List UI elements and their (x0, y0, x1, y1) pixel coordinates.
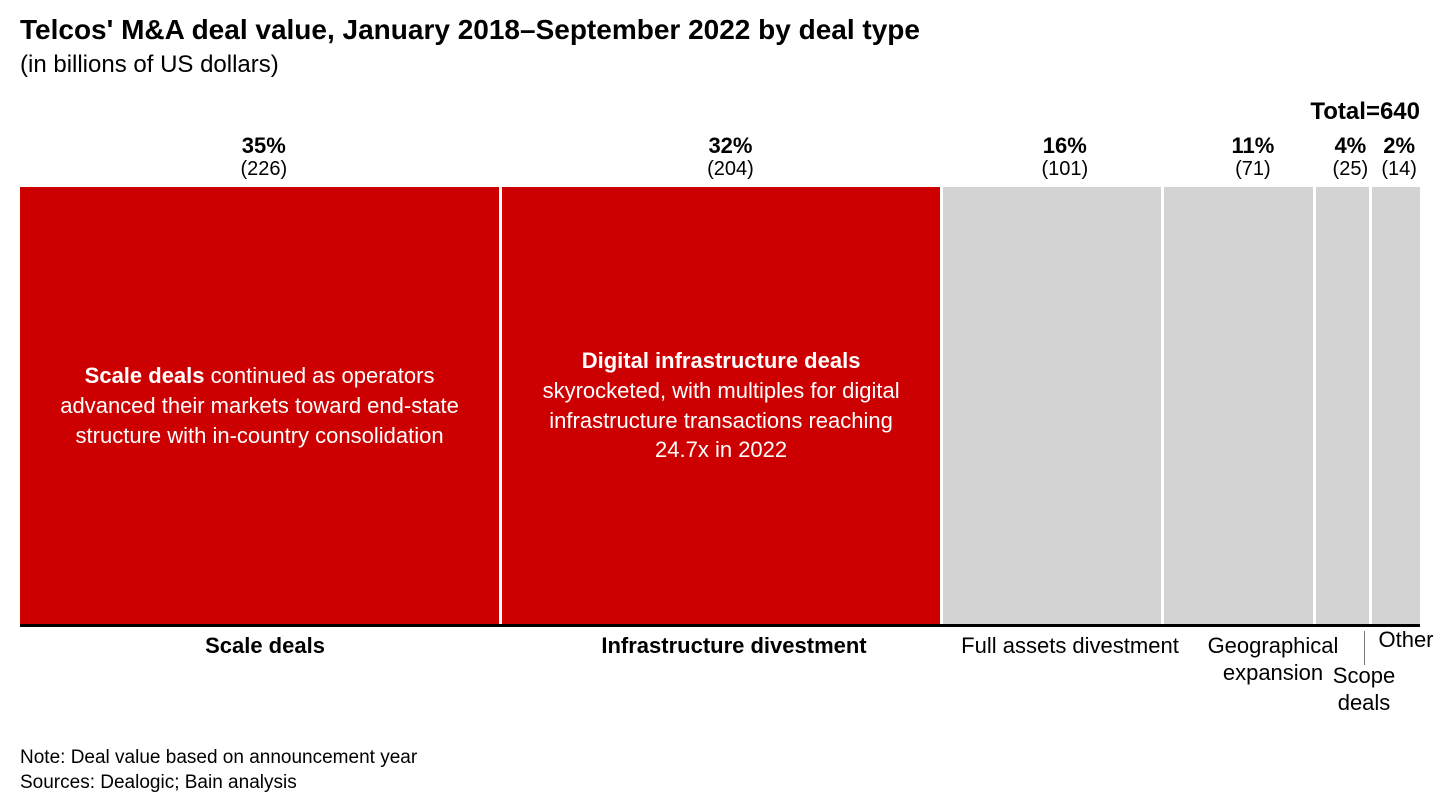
bar-geo (1164, 187, 1316, 624)
bar-description: Scale deals continued as operators advan… (44, 361, 475, 450)
desc-bold: Scale deals (85, 363, 205, 388)
catlabel-scale: Scale deals (20, 633, 510, 686)
bar-description: Digital infrastructure deals skyrocketed… (526, 346, 916, 465)
chart-title: Telcos' M&A deal value, January 2018–Sep… (20, 12, 1420, 47)
catlabel-fullassets: Full assets divestment (958, 633, 1182, 686)
desc-rest: skyrocketed, with multiples for digital … (543, 378, 900, 462)
page: Telcos' M&A deal value, January 2018–Sep… (0, 0, 1440, 810)
bar-other (1372, 187, 1420, 624)
footnote-sources: Sources: Dealogic; Bain analysis (20, 770, 417, 796)
pct-label: 2% (1378, 134, 1420, 158)
catlabel-infra: Infrastructure divestment (510, 633, 958, 686)
pct-label: 32% (508, 134, 954, 158)
chart-subtitle: (in billions of US dollars) (20, 49, 1420, 80)
pct-label: 11% (1176, 134, 1329, 158)
value-label: (204) (508, 158, 954, 181)
chart-bottom-labels: Scale deals Infrastructure divestment Fu… (20, 627, 1420, 686)
pct-label: 4% (1322, 134, 1378, 158)
value-label: (25) (1322, 158, 1378, 181)
value-label: (71) (1176, 158, 1329, 181)
chart-top-labels: 35% (226) 32% (204) 16% (101) 11% (71) 4… (20, 134, 1420, 187)
seg-top-scale: 35% (226) (20, 134, 508, 187)
value-label: (14) (1378, 158, 1420, 181)
desc-bold: Digital infrastructure deals (582, 348, 861, 373)
catlabel-scope: Scope deals (1315, 663, 1413, 716)
footnotes: Note: Deal value based on announcement y… (20, 745, 417, 796)
bar-scope (1316, 187, 1372, 624)
pct-label: 35% (20, 134, 508, 158)
marimekko-chart: 35% (226) 32% (204) 16% (101) 11% (71) 4… (20, 134, 1420, 686)
bar-fullassets (943, 187, 1164, 624)
bar-infra: Digital infrastructure deals skyrocketed… (502, 187, 943, 624)
catlabel-other: Other (1371, 627, 1440, 653)
seg-top-geo: 11% (71) (1176, 134, 1329, 187)
seg-top-fullassets: 16% (101) (953, 134, 1176, 187)
total-label: Total=640 (1310, 98, 1420, 126)
seg-top-infra: 32% (204) (508, 134, 954, 187)
value-label: (101) (953, 158, 1176, 181)
pct-label: 16% (953, 134, 1176, 158)
footnote-note: Note: Deal value based on announcement y… (20, 745, 417, 771)
seg-top-scope: 4% (25) (1322, 134, 1378, 187)
chart-bars: Scale deals continued as operators advan… (20, 187, 1420, 627)
seg-top-other: 2% (14) (1378, 134, 1420, 187)
bar-scale: Scale deals continued as operators advan… (20, 187, 502, 624)
leader-line-scope (1364, 631, 1365, 665)
value-label: (226) (20, 158, 508, 181)
